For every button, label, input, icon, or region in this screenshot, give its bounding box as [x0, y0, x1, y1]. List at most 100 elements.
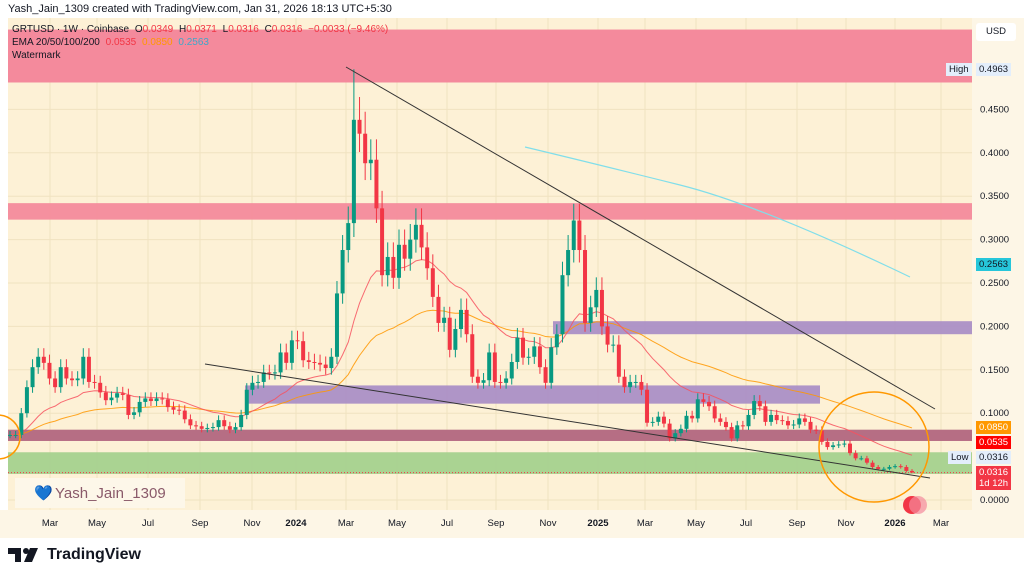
candle	[396, 229, 401, 289]
candle-body	[92, 381, 97, 383]
candle-body	[667, 423, 672, 439]
candle-body	[75, 378, 80, 381]
candle	[115, 386, 120, 403]
ema200-value: 0.2563	[178, 37, 209, 48]
candle-body	[831, 445, 836, 448]
candle	[588, 295, 593, 332]
time-tick: Mar	[338, 518, 354, 529]
candle	[780, 415, 785, 425]
candle	[611, 335, 616, 353]
candle-body	[413, 224, 418, 240]
candle-body	[893, 466, 898, 468]
price-tick: 0.3000	[980, 235, 1009, 246]
candle-body	[543, 367, 548, 383]
ema200-line	[524, 146, 911, 278]
candle-body	[143, 398, 148, 402]
candle	[853, 450, 858, 461]
candle	[126, 388, 131, 420]
candle-body	[98, 382, 103, 393]
candle-body	[402, 244, 407, 259]
candle-body	[650, 421, 655, 423]
candle-body	[481, 380, 486, 383]
candle-body	[425, 247, 430, 269]
candle-body	[645, 389, 650, 423]
tradingview-footer[interactable]: TradingView	[8, 546, 141, 564]
candle	[13, 430, 18, 439]
candle	[408, 223, 413, 271]
candle-body	[70, 378, 75, 381]
candle-body	[81, 356, 86, 379]
candle	[712, 400, 717, 423]
candle	[357, 97, 362, 153]
candle-body	[746, 414, 751, 427]
candle-body	[160, 398, 165, 400]
candle	[295, 330, 300, 350]
candle	[92, 374, 97, 389]
currency-button[interactable]: USD	[976, 23, 1016, 41]
close-label: C	[264, 24, 272, 35]
candle-body	[633, 381, 638, 383]
candle	[870, 460, 875, 469]
candle	[583, 235, 588, 332]
ema20-line	[10, 259, 913, 456]
candle	[509, 353, 514, 385]
candle-body	[588, 307, 593, 323]
zone-range	[553, 321, 972, 335]
candle-body	[278, 352, 283, 373]
candle	[487, 343, 492, 387]
candle-body	[814, 429, 819, 431]
candle-body	[583, 250, 588, 323]
candle-body	[250, 382, 255, 390]
candle-body	[521, 337, 526, 358]
candle-body	[188, 419, 193, 426]
candle-body	[267, 372, 272, 374]
candle	[312, 353, 317, 370]
price-tick: 0.1000	[980, 408, 1009, 419]
candle	[436, 284, 441, 332]
candle-body	[261, 372, 266, 382]
candle	[752, 395, 757, 420]
candle	[599, 277, 604, 336]
candle	[244, 383, 249, 420]
candle-body	[210, 427, 215, 429]
candle	[628, 374, 633, 393]
price-tick: 0.1500	[980, 365, 1009, 376]
candle-body	[115, 393, 120, 398]
candle-body	[718, 418, 723, 422]
candle-body	[244, 389, 249, 415]
candle-body	[380, 208, 385, 276]
time-tick: Mar	[933, 518, 949, 529]
candle-body	[616, 344, 621, 377]
candle	[340, 235, 345, 304]
candle	[673, 429, 678, 442]
candle-body	[819, 430, 824, 442]
high-tag-value: 0.4963	[976, 63, 1012, 76]
candle	[30, 359, 35, 393]
candle	[132, 407, 137, 420]
candle	[318, 354, 323, 372]
ema-legend[interactable]: EMA 20/50/100/200 0.0535 0.0850 0.2563	[12, 37, 212, 49]
candle	[120, 386, 125, 401]
candle-body	[785, 421, 790, 426]
candle-body	[498, 381, 503, 383]
candle	[504, 371, 509, 389]
candle-body	[723, 421, 728, 428]
candle-body	[554, 334, 559, 348]
candle	[577, 203, 582, 263]
symbol-title[interactable]: GRTUSD · 1W · Coinbase	[12, 24, 130, 35]
candle-body	[53, 378, 58, 388]
candle	[560, 261, 565, 343]
candle-body	[791, 424, 796, 426]
candle-body	[684, 415, 689, 429]
candle-body	[690, 415, 695, 419]
highlight-circle-left	[0, 414, 21, 460]
candle-body	[58, 367, 63, 388]
candle-body	[537, 346, 542, 368]
watermark-legend[interactable]: Watermark	[12, 50, 61, 61]
candle	[701, 393, 706, 407]
time-tick: Nov	[838, 518, 855, 529]
candle	[616, 335, 621, 383]
candle-body	[475, 376, 480, 383]
candle	[199, 421, 204, 433]
